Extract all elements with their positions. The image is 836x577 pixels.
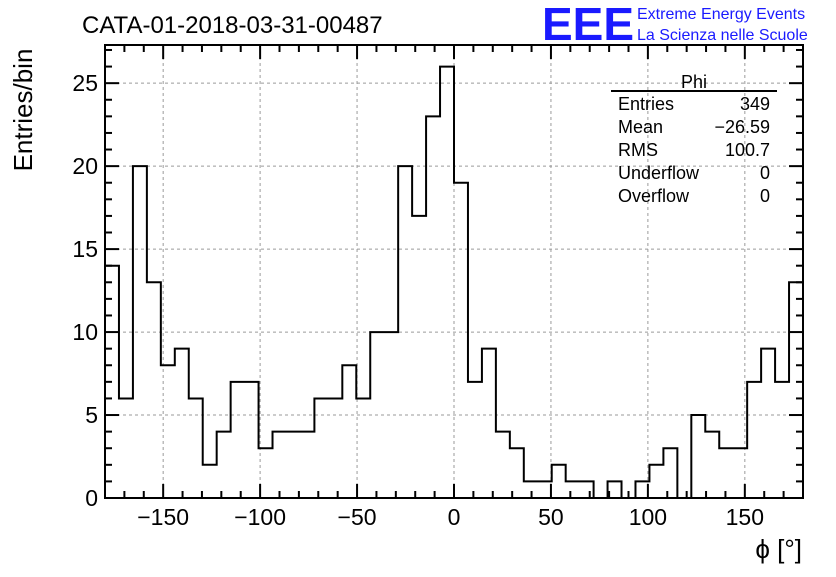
logo-line-2: La Scienza nelle Scuole xyxy=(637,27,808,44)
histogram-bin xyxy=(370,332,384,498)
histogram-bin xyxy=(566,481,580,498)
histogram-bin xyxy=(300,432,314,498)
stats-label-mean: Mean xyxy=(618,117,663,137)
y-tick-label: 10 xyxy=(72,319,98,345)
histogram-bin xyxy=(482,349,496,498)
histogram-bin xyxy=(314,398,328,498)
histogram-bin xyxy=(384,332,398,498)
histogram-bin xyxy=(147,282,161,498)
y-axis-label: Entries/bin xyxy=(8,49,38,172)
histogram-bin xyxy=(580,481,594,498)
x-tick-label: 0 xyxy=(448,504,461,530)
histogram-bin xyxy=(761,349,775,498)
stats-value-underflow: 0 xyxy=(760,163,770,183)
histogram-bin xyxy=(510,448,524,498)
histogram-bin xyxy=(175,349,189,498)
y-tick-label: 25 xyxy=(72,70,98,96)
histogram-bin xyxy=(412,216,426,498)
histogram-bin xyxy=(691,415,705,498)
stats-value-rms: 100.7 xyxy=(725,140,770,160)
y-tick-label: 20 xyxy=(72,153,98,179)
histogram-bin xyxy=(203,465,217,498)
x-tick-label: 50 xyxy=(538,504,564,530)
y-tick-label: 15 xyxy=(72,236,98,262)
y-tick-label: 5 xyxy=(85,402,98,428)
x-tick-label: 150 xyxy=(726,504,764,530)
stats-label-underflow: Underflow xyxy=(618,163,700,183)
stats-box: Phi Entries 349 Mean −26.59 RMS 100.7 Un… xyxy=(611,72,777,206)
histogram-bin xyxy=(649,465,663,498)
histogram-bin xyxy=(468,382,482,498)
x-axis-label: ϕ [°] xyxy=(755,534,802,564)
stats-value-overflow: 0 xyxy=(760,186,770,206)
histogram-bin xyxy=(273,432,287,498)
histogram-bin xyxy=(119,398,133,498)
stats-value-mean: −26.59 xyxy=(714,117,770,137)
histogram-bin xyxy=(538,481,552,498)
histogram-bin xyxy=(705,432,719,498)
histogram-bin xyxy=(398,166,412,498)
stats-label-entries: Entries xyxy=(618,94,674,114)
chart-title: CATA-01-2018-03-31-00487 xyxy=(82,12,383,39)
histogram-bin xyxy=(552,465,566,498)
stats-box-title: Phi xyxy=(681,72,707,92)
histogram-bin xyxy=(133,166,147,498)
histogram-bin xyxy=(719,448,733,498)
x-tick-label: −150 xyxy=(137,504,189,530)
x-tick-label: 100 xyxy=(629,504,667,530)
histogram-bin xyxy=(663,448,677,498)
y-tick-label: 0 xyxy=(85,485,98,511)
x-tick-label: −50 xyxy=(338,504,377,530)
stats-label-rms: RMS xyxy=(618,140,658,160)
eee-logo-mark: EEE xyxy=(542,0,634,50)
histogram-bin xyxy=(231,382,245,498)
histogram-bin xyxy=(747,382,761,498)
histogram-layer xyxy=(105,65,803,499)
histogram-bin xyxy=(245,382,259,498)
histogram-bin xyxy=(342,365,356,498)
stats-label-overflow: Overflow xyxy=(618,186,690,206)
histogram-bin xyxy=(426,116,440,498)
histogram-bin xyxy=(217,432,231,498)
histogram-bin xyxy=(161,365,175,498)
stats-value-entries: 349 xyxy=(740,94,770,114)
x-tick-label: −100 xyxy=(234,504,286,530)
axes-layer xyxy=(104,44,804,499)
histogram-bin xyxy=(286,432,300,498)
logo-line-1: Extreme Energy Events xyxy=(637,6,805,23)
histogram-bin xyxy=(189,398,203,498)
histogram-bin xyxy=(356,398,370,498)
tick-labels: −150 −100 −50 0 50 100 150 0 5 10 15 20 25 xyxy=(72,70,764,530)
histogram-bin xyxy=(496,432,510,498)
histogram-bin xyxy=(440,67,454,498)
histogram-bin xyxy=(454,183,468,498)
histogram-bin xyxy=(328,398,342,498)
histogram-bin xyxy=(775,382,789,498)
